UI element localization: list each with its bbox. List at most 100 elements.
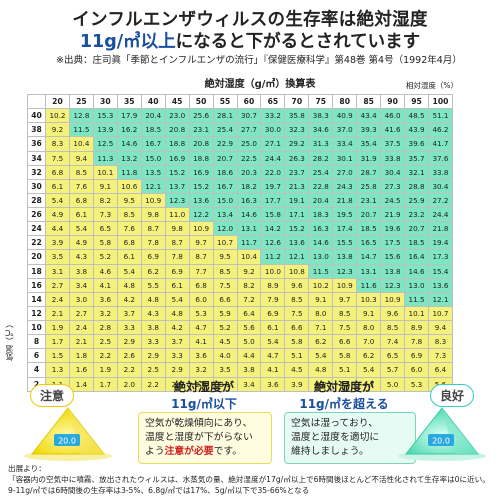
humidity-value-cell: 1.6 <box>69 363 93 377</box>
humidity-value-cell: 7.6 <box>69 179 93 193</box>
humidity-value-cell: 7.4 <box>381 335 405 349</box>
humidity-value-cell: 17.1 <box>285 208 309 222</box>
humidity-value-cell: 5.4 <box>69 222 93 236</box>
humidity-value-cell: 19.6 <box>381 222 405 236</box>
humidity-value-cell: 21.9 <box>381 208 405 222</box>
humidity-value-cell: 11.5 <box>69 123 93 137</box>
humidity-value-cell: 35.8 <box>285 109 309 123</box>
humidity-value-cell: 6.1 <box>261 321 285 335</box>
humidity-value-cell: 3.8 <box>141 321 165 335</box>
humidity-value-cell: 10.9 <box>141 193 165 207</box>
humidity-value-cell: 17.3 <box>429 250 452 264</box>
humidity-value-cell: 2.4 <box>69 321 93 335</box>
humidity-value-cell: 13.1 <box>357 264 381 278</box>
humidity-value-cell: 10.1 <box>405 306 428 320</box>
humidity-value-cell: 15.2 <box>285 222 309 236</box>
humidity-value-cell: 4.5 <box>333 377 357 391</box>
humidity-value-cell: 10.2 <box>46 109 69 123</box>
humidity-value-cell: 30.0 <box>261 123 285 137</box>
humidity-value-cell: 12.1 <box>429 292 452 306</box>
footnote: 出展より： 「容器内の空気中に噴霧、放出されたウィルスは、水蒸気の量、絶対湿度が… <box>8 463 498 496</box>
humidity-value-cell: 6.1 <box>117 250 141 264</box>
humidity-value-cell: 43.9 <box>405 123 428 137</box>
humidity-value-cell: 5.4 <box>46 193 69 207</box>
humidity-value-cell: 4.8 <box>165 306 189 320</box>
humidity-value-cell: 6.8 <box>117 236 141 250</box>
humidity-value-cell: 13.6 <box>189 193 213 207</box>
humidity-value-cell: 30.7 <box>237 109 261 123</box>
humidity-value-cell: 25.6 <box>189 109 213 123</box>
humidity-value-cell: 3.4 <box>69 278 93 292</box>
humidity-value-cell: 12.0 <box>213 222 237 236</box>
humidity-value-cell: 22.5 <box>237 151 261 165</box>
humidity-value-cell: 13.8 <box>333 250 357 264</box>
temperature-row-header: 8 <box>28 335 45 349</box>
humidity-value-cell: 19.7 <box>261 179 285 193</box>
humidity-value-cell: 11.0 <box>165 208 189 222</box>
humidity-col-header: 70 <box>285 95 309 109</box>
humidity-value-cell: 3.9 <box>285 377 309 391</box>
humidity-value-cell: 3.2 <box>189 363 213 377</box>
humidity-value-cell: 33.8 <box>381 151 405 165</box>
temperature-row-header: 14 <box>28 292 45 306</box>
humidity-value-cell: 4.2 <box>117 292 141 306</box>
humidity-value-cell: 46.2 <box>429 123 452 137</box>
footnote-line-1: 出展より： <box>8 464 46 473</box>
humidity-value-cell: 7.8 <box>405 335 428 349</box>
humidity-value-cell: 6.1 <box>165 278 189 292</box>
humidity-value-cell: 14.6 <box>405 264 428 278</box>
humidity-value-cell: 18.2 <box>237 179 261 193</box>
humidity-value-cell: 3.5 <box>46 250 69 264</box>
humidity-value-cell: 11.5 <box>405 292 428 306</box>
humidity-value-cell: 5.4 <box>117 264 141 278</box>
humidity-value-cell: 12.1 <box>141 179 165 193</box>
humidity-value-cell: 10.9 <box>189 222 213 236</box>
humidity-value-cell: 4.8 <box>141 292 165 306</box>
humidity-value-cell: 4.1 <box>93 278 117 292</box>
humidity-value-cell: 5.0 <box>381 377 405 391</box>
humidity-value-cell: 6.8 <box>189 278 213 292</box>
humidity-value-cell: 23.2 <box>405 208 428 222</box>
humidity-value-cell: 1.9 <box>46 321 69 335</box>
humidity-value-cell: 22.9 <box>213 137 237 151</box>
humidity-value-cell: 17.5 <box>381 236 405 250</box>
title-line-2-rest: になると下がるとされています <box>175 32 421 52</box>
humidity-col-header: 85 <box>357 95 381 109</box>
humidity-value-cell: 4.8 <box>309 363 333 377</box>
humidity-value-cell: 3.6 <box>261 377 285 391</box>
humidity-value-cell: 7.3 <box>93 208 117 222</box>
footnote-line-2: 「容器内の空気中に噴霧、放出されたウィルスは、水蒸気の量、絶対湿度が17g/㎥以… <box>8 475 490 484</box>
humidity-value-cell: 27.2 <box>429 193 452 207</box>
humidity-value-cell: 33.2 <box>261 109 285 123</box>
humidity-value-cell: 1.7 <box>46 335 69 349</box>
humidity-value-cell: 5.2 <box>213 321 237 335</box>
humidity-value-cell: 6.4 <box>429 363 452 377</box>
humidity-value-cell: 21.8 <box>333 193 357 207</box>
humidity-value-cell: 9.1 <box>357 306 381 320</box>
humidity-value-cell: 14.6 <box>117 137 141 151</box>
humidity-value-cell: 9.1 <box>93 179 117 193</box>
humidity-value-cell: 25.4 <box>309 165 333 179</box>
humidity-value-cell: 13.0 <box>309 250 333 264</box>
humidity-value-cell: 9.8 <box>165 222 189 236</box>
humidity-value-cell: 13.2 <box>117 151 141 165</box>
humidity-value-cell: 3.7 <box>165 335 189 349</box>
humidity-value-cell: 27.3 <box>381 179 405 193</box>
temperature-row-header: 28 <box>28 193 45 207</box>
temperature-row-header: 4 <box>28 363 45 377</box>
humidity-value-cell: 5.3 <box>405 377 428 391</box>
humidity-value-cell: 13.7 <box>165 179 189 193</box>
humidity-value-cell: 23.7 <box>285 165 309 179</box>
humidity-value-cell: 37.6 <box>429 151 452 165</box>
humidity-value-cell: 3.0 <box>69 292 93 306</box>
humidity-value-cell: 6.9 <box>405 349 428 363</box>
humidity-value-cell: 13.6 <box>429 278 452 292</box>
humidity-value-cell: 5.4 <box>165 292 189 306</box>
humidity-value-cell: 20.7 <box>213 151 237 165</box>
humidity-value-cell: 17.7 <box>261 193 285 207</box>
humidity-value-cell: 8.5 <box>213 264 237 278</box>
humidity-value-cell: 5.0 <box>237 335 261 349</box>
humidity-col-header: 50 <box>189 95 213 109</box>
humidity-value-cell: 10.8 <box>285 264 309 278</box>
humidity-value-cell: 5.4 <box>357 363 381 377</box>
